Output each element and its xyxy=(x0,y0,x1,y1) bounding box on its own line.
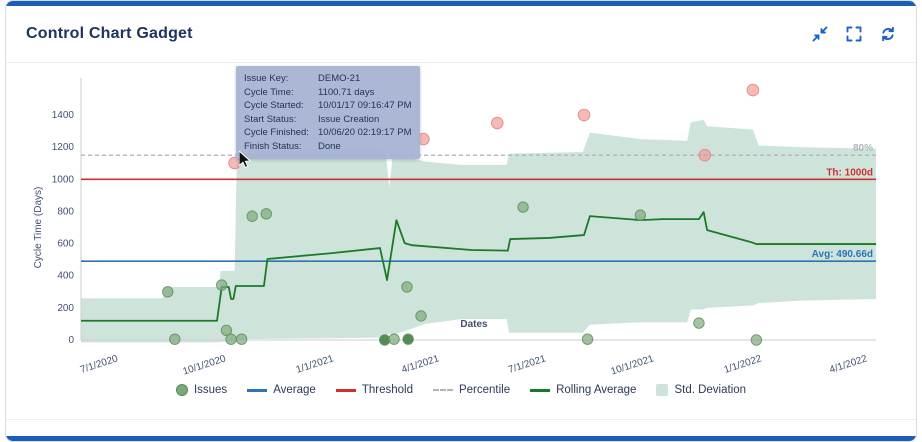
tooltip-field-value: DEMO-21 xyxy=(318,73,361,84)
legend-swatch-line-icon xyxy=(247,388,268,392)
legend-label: Percentile xyxy=(458,384,511,396)
x-axis-title: Dates xyxy=(460,319,488,330)
collapse-icon[interactable] xyxy=(812,26,828,42)
x-tick-label: 10/1/2020 xyxy=(182,353,228,377)
chart-area: 0 200 400 600 800 1000 1200 1400 7/1/2020 10/1/20… xyxy=(6,63,916,378)
fullscreen-icon[interactable] xyxy=(846,26,862,42)
tooltip-field-label: Finish Status: xyxy=(244,140,302,152)
issue-point[interactable] xyxy=(581,333,594,345)
gadget-title: Control Chart Gadget xyxy=(26,25,193,42)
gadget-header: Control Chart Gadget xyxy=(6,6,916,63)
gadget-top-accent-bar xyxy=(6,1,916,6)
threshold-label: Th: 1000d xyxy=(826,167,873,178)
issue-point[interactable] xyxy=(235,333,248,345)
issue-point[interactable] xyxy=(401,281,413,293)
issue-point[interactable] xyxy=(162,286,174,298)
mouse-cursor-icon xyxy=(238,149,252,174)
legend-item-percentile[interactable]: Percentile xyxy=(432,384,511,396)
issue-point[interactable] xyxy=(517,201,529,213)
issue-point[interactable] xyxy=(388,333,400,345)
issue-tooltip: Issue Key: DEMO-21 Cycle Time: 1100.71 days… xyxy=(236,66,420,159)
x-tick-label: 10/1/2021 xyxy=(610,353,656,377)
issue-point[interactable] xyxy=(225,333,237,345)
control-chart-plot[interactable]: 0 200 400 600 800 1000 1200 1400 7/1/2020 10/1/20… xyxy=(27,68,889,378)
outlier-point[interactable] xyxy=(746,83,760,97)
x-tick-label: 4/1/2022 xyxy=(828,353,869,376)
y-tick-label: 0 xyxy=(68,335,74,346)
x-tick-label: 1/1/2021 xyxy=(295,353,336,376)
legend-item-threshold[interactable]: Threshold xyxy=(335,384,413,396)
legend-swatch-square-icon xyxy=(656,384,669,396)
issue-point[interactable] xyxy=(246,210,258,222)
tooltip-field-value: Issue Creation xyxy=(318,113,380,125)
percentile-label: 80% xyxy=(853,143,873,154)
x-tick-label: 7/1/2020 xyxy=(79,353,120,376)
tooltip-field-label: Cycle Started: xyxy=(244,100,304,111)
y-tick-label: 800 xyxy=(57,206,74,217)
y-tick-label: 400 xyxy=(57,271,74,282)
x-tick-label: 1/1/2022 xyxy=(723,353,764,376)
std-deviation-band xyxy=(81,119,876,343)
y-tick-label: 600 xyxy=(57,239,74,250)
y-tick-label: 1000 xyxy=(52,174,75,185)
legend-label: Issues xyxy=(193,384,228,396)
outlier-point[interactable] xyxy=(490,116,504,130)
average-label: Avg: 490.66d xyxy=(812,249,873,260)
x-tick-label: 4/1/2021 xyxy=(400,353,441,376)
y-tick-label: 200 xyxy=(57,303,74,314)
issue-point[interactable] xyxy=(693,317,705,329)
legend-label: Threshold xyxy=(361,384,413,396)
tooltip-field-label: Issue Key: xyxy=(244,73,289,84)
outlier-point[interactable] xyxy=(698,148,712,162)
legend-swatch-line-icon xyxy=(530,388,551,392)
issue-point[interactable] xyxy=(750,334,763,346)
issue-point[interactable] xyxy=(634,209,647,221)
issue-point[interactable] xyxy=(415,310,427,322)
y-tick-label: 1400 xyxy=(52,110,75,121)
gadget-footer xyxy=(6,419,916,436)
x-tick-label: 7/1/2021 xyxy=(507,353,548,376)
tooltip-field-value: 10/06/20 02:19:17 PM xyxy=(318,127,412,138)
refresh-icon[interactable] xyxy=(880,26,896,42)
tooltip-field-label: Start Status: xyxy=(244,113,297,125)
legend-item-rolling-average[interactable]: Rolling Average xyxy=(530,384,636,396)
issue-point[interactable] xyxy=(220,324,233,337)
issue-point[interactable] xyxy=(402,333,414,345)
outlier-point[interactable] xyxy=(577,108,591,122)
legend-label: Rolling Average xyxy=(556,384,637,396)
legend-item-std-deviation[interactable]: Std. Deviation xyxy=(656,384,746,396)
legend-label: Std. Deviation xyxy=(674,384,747,396)
gadget-bottom-accent-bar xyxy=(6,436,916,441)
tooltip-field-value: Done xyxy=(318,140,341,152)
y-tick-label: 1200 xyxy=(52,142,75,153)
rolling-average-line xyxy=(81,211,876,322)
chart-legend: Issues Average Threshold Percentile Rolling … xyxy=(6,377,916,403)
legend-item-issues[interactable]: Issues xyxy=(175,384,228,396)
legend-label: Average xyxy=(273,384,316,396)
issue-point[interactable] xyxy=(378,334,391,346)
tooltip-field-label: Cycle Time: xyxy=(244,86,294,98)
issue-point[interactable] xyxy=(169,333,181,345)
legend-swatch-line-icon xyxy=(335,388,356,392)
legend-swatch-dashed-icon xyxy=(432,389,453,391)
tooltip-field-label: Cycle Finished: xyxy=(244,127,309,138)
tooltip-field-value: 1100.71 days xyxy=(318,86,375,98)
issue-tooltip-rows: Issue Key: DEMO-21 Cycle Time: 1100.71 days… xyxy=(244,72,412,153)
y-axis-title: Cycle Time (Days) xyxy=(33,187,44,269)
legend-item-average[interactable]: Average xyxy=(247,384,316,396)
issue-point[interactable] xyxy=(216,279,228,291)
gadget-header-actions xyxy=(812,26,896,42)
legend-swatch-dot-icon xyxy=(175,384,188,396)
issue-point[interactable] xyxy=(260,208,272,220)
control-chart-gadget-card: Control Chart Gadget 0 200 400 xyxy=(5,0,917,442)
tooltip-field-value: 10/01/17 09:16:47 PM xyxy=(318,100,412,111)
